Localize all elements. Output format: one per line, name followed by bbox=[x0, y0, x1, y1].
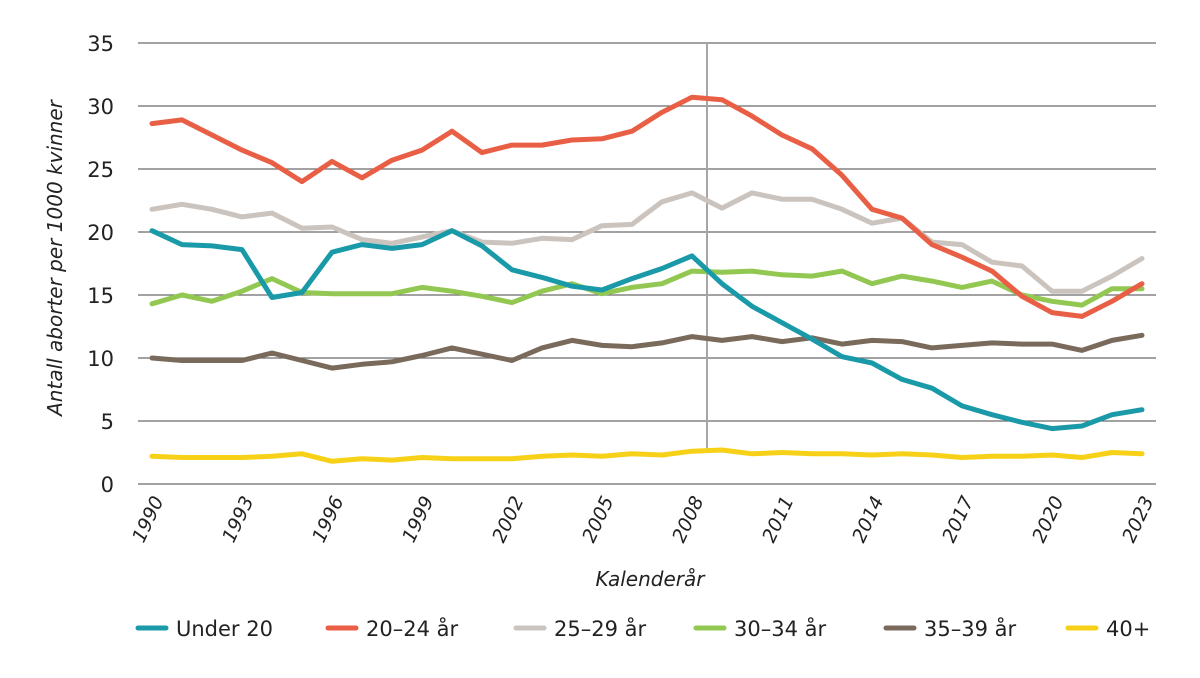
series-line-35-39-r bbox=[149, 332, 1145, 371]
x-axis-ticks: 1990 1993 1996 1999 2002 2005 2008 2011 2014 2017… bbox=[128, 493, 1158, 546]
y-tick-label: 10 bbox=[87, 347, 114, 371]
legend-label: Under 20 bbox=[176, 617, 273, 641]
legend-item: 40+ bbox=[1065, 617, 1150, 641]
legend-label: 35–39 år bbox=[924, 616, 1016, 641]
legend-item: 20–24 år bbox=[325, 616, 458, 641]
x-tick-label: 2017 bbox=[938, 493, 978, 546]
y-axis-title: Antall aborter per 1000 kvinner bbox=[43, 98, 67, 418]
y-tick-label: 15 bbox=[87, 284, 114, 308]
legend-item: 25–29 år bbox=[513, 616, 646, 641]
y-tick-label: 0 bbox=[101, 473, 114, 497]
x-tick-label: 1993 bbox=[218, 493, 258, 546]
x-tick-label: 2023 bbox=[1118, 493, 1158, 546]
y-axis-ticks: 0 5 10 15 20 25 30 35 bbox=[87, 32, 114, 497]
legend-item: Under 20 bbox=[135, 617, 273, 641]
x-tick-label: 2002 bbox=[488, 493, 528, 546]
legend-label: 40+ bbox=[1106, 617, 1150, 641]
x-tick-label: 2005 bbox=[578, 493, 618, 546]
x-tick-label: 1999 bbox=[398, 493, 438, 546]
series-line-25-29-r bbox=[149, 190, 1145, 294]
series-line-30-34-r bbox=[149, 268, 1145, 308]
x-tick-label: 2011 bbox=[758, 493, 798, 546]
y-tick-label: 35 bbox=[87, 32, 114, 56]
series-line-under-20 bbox=[149, 228, 1145, 432]
y-tick-label: 25 bbox=[87, 158, 114, 182]
series-line-40- bbox=[149, 447, 1145, 464]
x-tick-label: 1990 bbox=[128, 493, 168, 546]
legend-item: 35–39 år bbox=[883, 616, 1016, 641]
x-tick-label: 2020 bbox=[1028, 493, 1068, 546]
y-tick-label: 20 bbox=[87, 221, 114, 245]
series-line-20-24-r bbox=[149, 94, 1145, 319]
legend-label: 30–34 år bbox=[734, 616, 826, 641]
legend-label: 25–29 år bbox=[554, 616, 646, 641]
legend-label: 20–24 år bbox=[366, 616, 458, 641]
x-axis-title: Kalenderår bbox=[596, 567, 707, 591]
y-tick-label: 5 bbox=[101, 410, 114, 434]
x-tick-label: 2014 bbox=[848, 493, 888, 546]
x-tick-label: 1996 bbox=[308, 493, 348, 546]
legend: Under 20 20–24 år 25–29 år 30–34 år 35–39 år… bbox=[135, 616, 1150, 641]
series-layer bbox=[149, 94, 1145, 464]
legend-item: 30–34 år bbox=[693, 616, 826, 641]
x-tick-label: 2008 bbox=[668, 493, 708, 546]
y-tick-label: 30 bbox=[87, 95, 114, 119]
